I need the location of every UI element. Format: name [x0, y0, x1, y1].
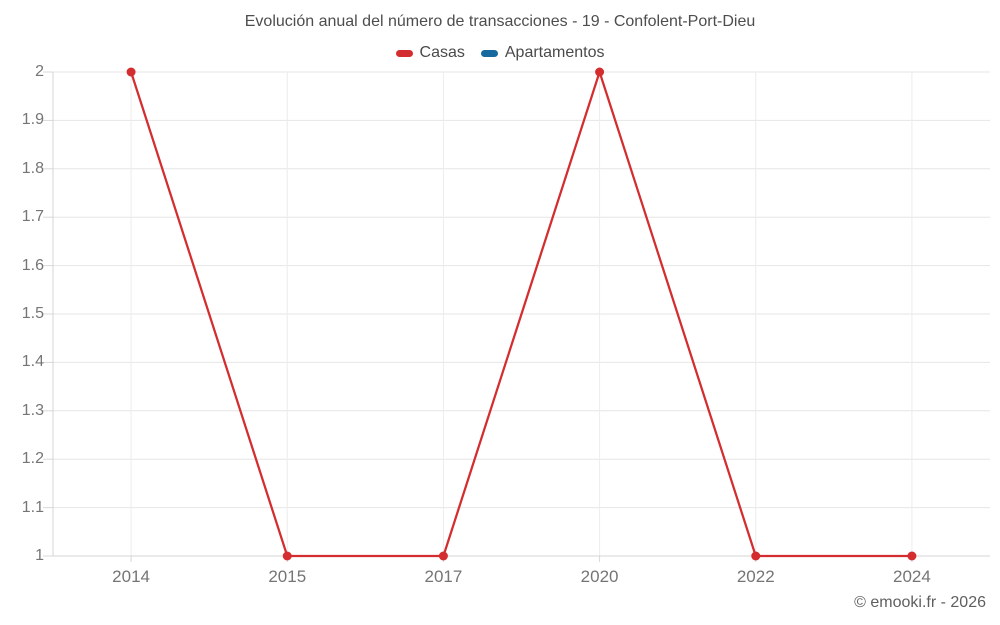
data-point-casas[interactable] [595, 67, 605, 77]
y-axis-label: 1.7 [21, 208, 44, 226]
series-line-casas [129, 70, 914, 558]
legend-item-apartamentos[interactable]: Apartamentos [480, 44, 605, 62]
legend-item-casas[interactable]: Casas [395, 44, 465, 62]
casas-series-swatch-icon [395, 49, 413, 57]
copyright-text: © emooki.fr - 2026 [854, 594, 986, 611]
y-axis-label: 2 [35, 63, 44, 80]
x-axis-label: 2015 [268, 567, 307, 586]
apartamentos-series-swatch-icon [480, 49, 498, 57]
y-axis-label: 1.2 [21, 450, 44, 468]
chart-title: Evolución anual del número de transaccio… [244, 13, 756, 30]
x-axis-label: 2020 [580, 567, 619, 586]
data-point-casas[interactable] [282, 551, 292, 561]
y-axis-label: 1.1 [21, 498, 44, 516]
data-point-casas[interactable] [126, 67, 136, 77]
data-point-casas[interactable] [907, 551, 917, 561]
y-axis-label: 1 [35, 547, 44, 564]
x-axis-label: 2014 [112, 567, 150, 586]
legend: Casas Apartamentos [0, 44, 1000, 62]
y-axis-label: 1.9 [21, 111, 44, 129]
legend-label-apartamentos: Apartamentos [504, 44, 605, 61]
y-axis-label: 1.6 [21, 256, 44, 274]
y-axis-label: 1.4 [21, 353, 44, 371]
y-axis-label: 1.5 [21, 305, 44, 322]
legend-label-casas: Casas [419, 44, 465, 61]
data-point-casas[interactable] [438, 551, 448, 561]
y-axis-label: 1.3 [21, 401, 44, 419]
y-axis-label: 1.8 [21, 159, 44, 177]
x-axis-label: 2017 [424, 567, 463, 586]
data-point-casas[interactable] [751, 551, 761, 561]
x-axis-label: 2024 [892, 567, 931, 586]
x-axis-label: 2022 [736, 567, 775, 586]
